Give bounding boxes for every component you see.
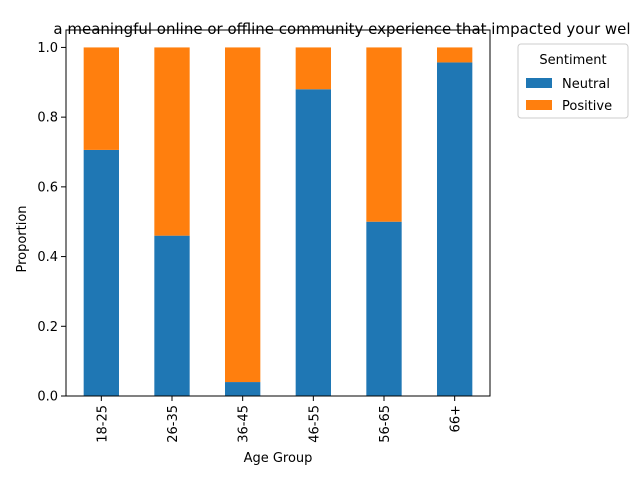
x-tick-label: 36-45 (237, 405, 252, 443)
bar-positive-18-25 (83, 47, 119, 150)
chart-title: a meaningful online or offline community… (53, 20, 630, 38)
bar-neutral-56-65 (366, 221, 402, 396)
bar-positive-26-35 (154, 47, 190, 236)
bar-positive-36-45 (225, 47, 261, 383)
plot-frame (65, 29, 491, 397)
bar-neutral-18-25 (83, 149, 119, 396)
legend-swatch-positive (526, 100, 552, 110)
x-tick-label: 18-25 (95, 405, 110, 443)
bar-positive-46-55 (295, 47, 331, 90)
bar-positive-66+ (437, 47, 473, 63)
x-tick-label: 26-35 (166, 405, 181, 443)
legend-frame (517, 43, 629, 119)
legend-swatch-neutral (526, 78, 552, 88)
y-tick-label: 0.6 (37, 180, 58, 195)
x-tick-label: 56-65 (378, 405, 393, 443)
y-axis: 0.0 0.2 0.4 0.6 0.8 1.0 (37, 41, 66, 405)
y-tick-label: 0.0 (37, 390, 58, 405)
bar-neutral-46-55 (295, 89, 331, 396)
bar-neutral-36-45 (225, 382, 261, 396)
legend-label-neutral: Neutral (562, 77, 610, 92)
y-tick-label: 0.4 (37, 250, 58, 265)
x-tick-label: 46-55 (307, 405, 322, 443)
bar-positive-56-65 (366, 47, 402, 222)
y-tick-label: 1.0 (37, 41, 58, 56)
x-tick-label: 66+ (449, 405, 464, 432)
x-axis: 18-25 26-35 36-45 46-55 56-65 66+ (95, 396, 464, 443)
y-tick-label: 0.8 (37, 111, 58, 126)
bars-layer (83, 47, 473, 396)
y-axis-label: Proportion (15, 205, 30, 272)
bar-neutral-26-35 (154, 235, 190, 396)
bar-neutral-66+ (437, 62, 473, 396)
y-tick-label: 0.2 (37, 320, 58, 335)
x-axis-label: Age Group (244, 451, 313, 466)
legend: Sentiment Neutral Positive (517, 43, 629, 119)
legend-label-positive: Positive (562, 99, 612, 114)
legend-title: Sentiment (539, 53, 606, 68)
